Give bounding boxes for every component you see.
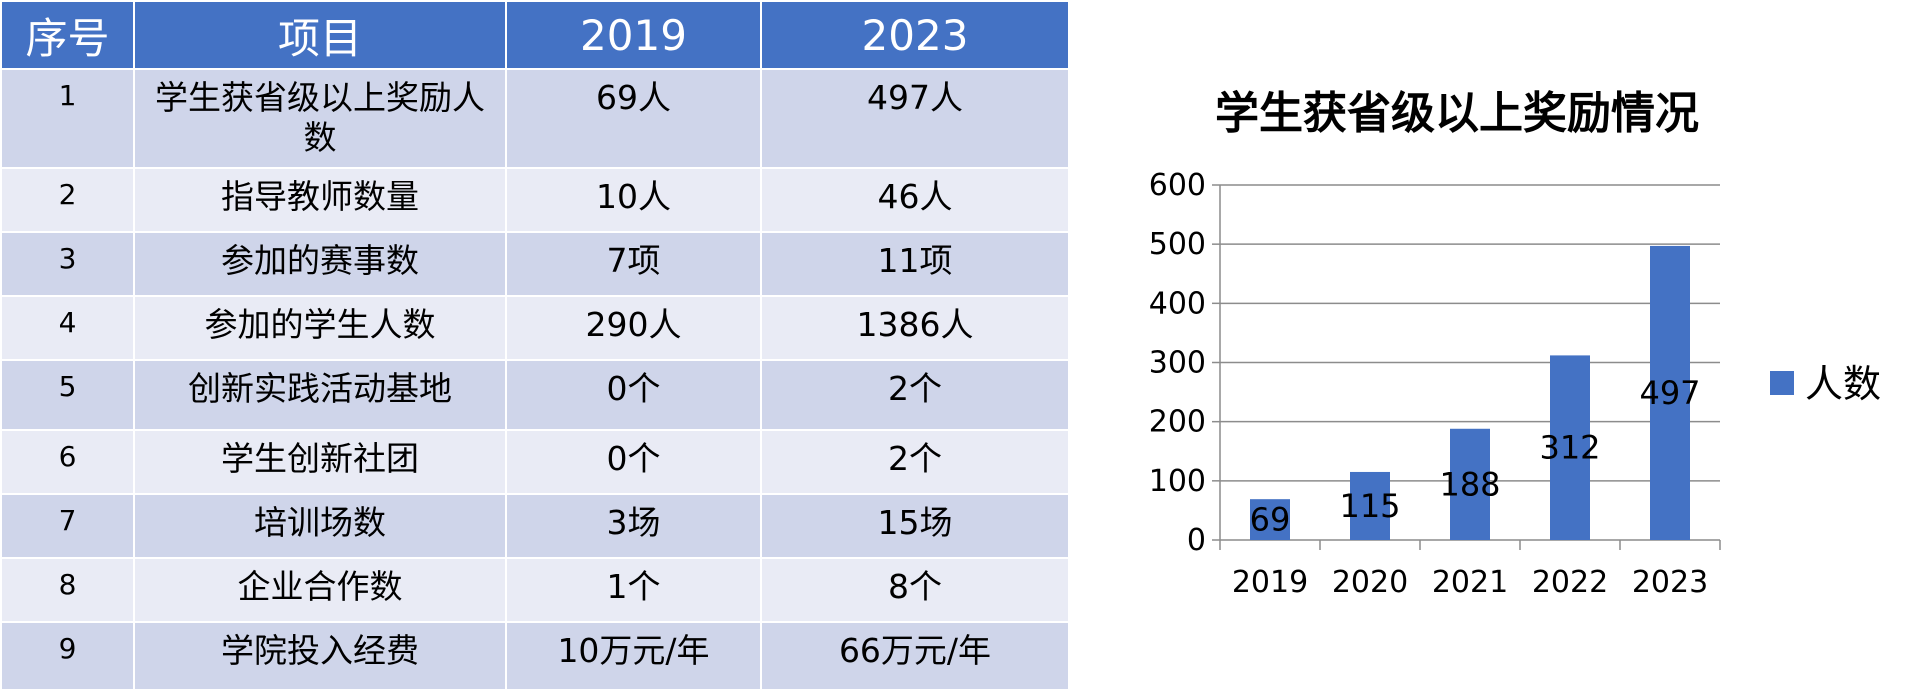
table-row: 1 学生获省级以上奖励人数 69人 497人 bbox=[0, 68, 1070, 169]
cell-2023: 1386人 bbox=[760, 295, 1070, 361]
data-label: 115 bbox=[1339, 487, 1400, 525]
cell-2023: 2个 bbox=[760, 429, 1070, 495]
cell-item: 学院投入经费 bbox=[133, 621, 507, 691]
cell-2019: 3场 bbox=[505, 493, 762, 559]
legend: 人数 bbox=[1770, 362, 1881, 406]
bar bbox=[1450, 428, 1490, 540]
cell-2019: 0个 bbox=[505, 429, 762, 495]
cell-no: 4 bbox=[0, 295, 135, 361]
header-no: 序号 bbox=[0, 0, 135, 70]
y-tick-label: 0 bbox=[1187, 523, 1206, 558]
cell-item: 培训场数 bbox=[133, 493, 507, 559]
cell-2019: 0个 bbox=[505, 359, 762, 431]
table-row: 6 学生创新社团 0个 2个 bbox=[0, 429, 1070, 495]
y-tick-label: 300 bbox=[1149, 346, 1206, 381]
cell-2023: 11项 bbox=[760, 231, 1070, 297]
table-header-row: 序号 项目 2019 2023 bbox=[0, 0, 1070, 70]
y-tick-label: 600 bbox=[1149, 168, 1206, 203]
cell-2023: 2个 bbox=[760, 359, 1070, 431]
table-row: 9 学院投入经费 10万元/年 66万元/年 bbox=[0, 621, 1070, 691]
cell-2019: 10人 bbox=[505, 167, 762, 233]
cell-2019: 7项 bbox=[505, 231, 762, 297]
cell-item: 指导教师数量 bbox=[133, 167, 507, 233]
x-tick-label: 2019 bbox=[1232, 565, 1308, 600]
x-tick-label: 2021 bbox=[1432, 565, 1508, 600]
axes: 0 100 200 300 400 500 600 2019 2020 2021 2022 2023 bbox=[1149, 168, 1721, 600]
data-label: 69 bbox=[1250, 501, 1291, 539]
data-label: 188 bbox=[1439, 465, 1500, 503]
table-row: 7 培训场数 3场 15场 bbox=[0, 493, 1070, 559]
cell-2019: 290人 bbox=[505, 295, 762, 361]
cell-2019: 1个 bbox=[505, 557, 762, 623]
header-2019: 2019 bbox=[505, 0, 762, 70]
cell-no: 7 bbox=[0, 493, 135, 559]
x-tick-label: 2020 bbox=[1332, 565, 1408, 600]
cell-2023: 15场 bbox=[760, 493, 1070, 559]
cell-no: 5 bbox=[0, 359, 135, 431]
header-item: 项目 bbox=[133, 0, 507, 70]
chart-title: 学生获省级以上奖励情况 bbox=[1215, 88, 1699, 139]
table-row: 3 参加的赛事数 7项 11项 bbox=[0, 231, 1070, 297]
table-row: 4 参加的学生人数 290人 1386人 bbox=[0, 295, 1070, 361]
cell-no: 9 bbox=[0, 621, 135, 691]
legend-swatch bbox=[1770, 371, 1794, 395]
cell-item: 参加的学生人数 bbox=[133, 295, 507, 361]
cell-2023: 66万元/年 bbox=[760, 621, 1070, 691]
bar-series bbox=[1250, 245, 1690, 541]
cell-2023: 497人 bbox=[760, 68, 1070, 169]
y-tick-label: 500 bbox=[1149, 227, 1206, 262]
cell-no: 2 bbox=[0, 167, 135, 233]
cell-2019: 10万元/年 bbox=[505, 621, 762, 691]
cell-2023: 8个 bbox=[760, 557, 1070, 623]
legend-label: 人数 bbox=[1805, 362, 1881, 406]
gridlines bbox=[1220, 184, 1720, 482]
table-row: 5 创新实践活动基地 0个 2个 bbox=[0, 359, 1070, 431]
bar bbox=[1550, 355, 1590, 540]
y-tick-label: 400 bbox=[1149, 286, 1206, 321]
bar-chart: 学生获省级以上奖励情况 0 100 200 300 400 500 600 2019 2020 2… bbox=[1149, 88, 1881, 600]
table-row: 8 企业合作数 1个 8个 bbox=[0, 557, 1070, 623]
cell-no: 8 bbox=[0, 557, 135, 623]
x-tick-label: 2023 bbox=[1632, 565, 1708, 600]
data-labels: 69 115 188 312 497 bbox=[1250, 374, 1701, 539]
cell-2019: 69人 bbox=[505, 68, 762, 169]
table-header: 序号 项目 2019 2023 bbox=[0, 0, 1070, 70]
cell-2023: 46人 bbox=[760, 167, 1070, 233]
cell-no: 6 bbox=[0, 429, 135, 495]
table-body: 1 学生获省级以上奖励人数 69人 497人 2 指导教师数量 10人 46人 … bbox=[0, 68, 1070, 691]
cell-item: 创新实践活动基地 bbox=[133, 359, 507, 431]
cell-item: 参加的赛事数 bbox=[133, 231, 507, 297]
header-2023: 2023 bbox=[760, 0, 1070, 70]
bar bbox=[1350, 471, 1390, 540]
cell-item: 学生获省级以上奖励人数 bbox=[133, 68, 507, 169]
cell-no: 3 bbox=[0, 231, 135, 297]
stats-table: 序号 项目 2019 2023 1 学生获省级以上奖励人数 69人 497人 2… bbox=[0, 0, 1070, 691]
cell-item: 学生创新社团 bbox=[133, 429, 507, 495]
cell-no: 1 bbox=[0, 68, 135, 169]
bar bbox=[1250, 499, 1290, 540]
y-tick-label: 200 bbox=[1149, 405, 1206, 440]
data-label: 497 bbox=[1639, 374, 1700, 412]
bar bbox=[1650, 245, 1690, 541]
y-tick-label: 100 bbox=[1149, 464, 1206, 499]
table-row: 2 指导教师数量 10人 46人 bbox=[0, 167, 1070, 233]
data-label: 312 bbox=[1539, 429, 1600, 467]
x-tick-label: 2022 bbox=[1532, 565, 1608, 600]
cell-item: 企业合作数 bbox=[133, 557, 507, 623]
